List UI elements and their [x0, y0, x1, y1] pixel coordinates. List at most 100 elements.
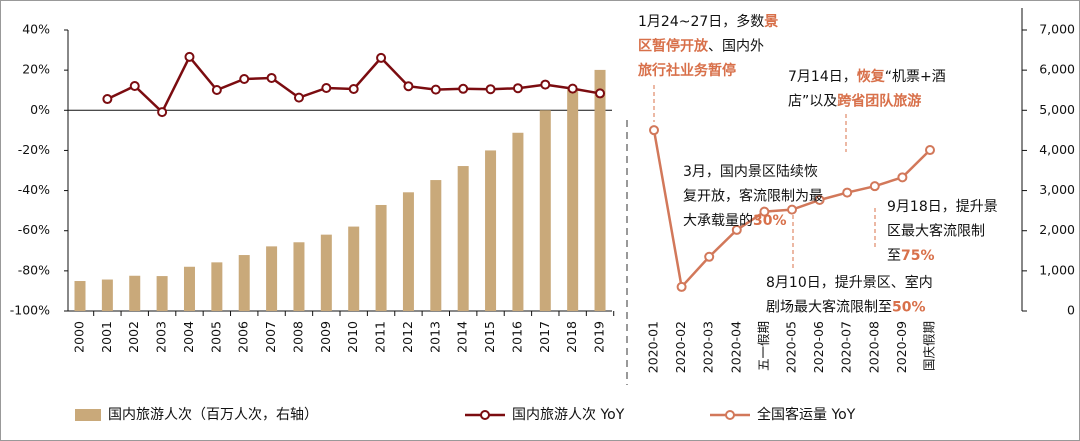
annotation: 8月10日，提升景区、室内 — [766, 274, 933, 291]
legend-label: 国内旅游人次 YoY — [512, 407, 625, 423]
bar — [430, 180, 442, 311]
x-tick-label: 2002 — [126, 321, 141, 353]
point — [759, 206, 770, 217]
point — [376, 52, 387, 63]
point — [676, 281, 687, 292]
point — [649, 125, 659, 136]
x-tick-label: 2020-09 — [894, 321, 909, 373]
annotation-part: 30% — [753, 213, 787, 229]
bar — [293, 242, 305, 311]
annotation: 店”以及跨省团队旅游 — [788, 93, 921, 110]
point — [458, 83, 469, 94]
annotation-part: 区最大客流限制 — [887, 223, 985, 240]
bar — [183, 266, 195, 311]
point — [897, 172, 908, 183]
y2-tick-label: 6,000 — [1039, 62, 1075, 77]
point — [157, 107, 168, 118]
y-tick-label: 20% — [22, 62, 50, 77]
legend-marker — [725, 410, 735, 420]
annotation: 7月14日，恢复“机票+酒 — [788, 68, 946, 85]
bar — [402, 192, 414, 311]
x-tick-label: 2001 — [99, 321, 114, 353]
y2-tick-label: 0 — [1067, 303, 1075, 318]
y-tick-label: -40% — [18, 182, 50, 197]
point — [403, 81, 414, 92]
x-tick-label: 2011 — [373, 321, 388, 353]
y2-tick-label: 2,000 — [1039, 222, 1075, 237]
annotation-part: 3月，国内景区陆续恢 — [683, 163, 818, 180]
point — [869, 181, 880, 192]
x-tick-label: 2020-08 — [866, 321, 881, 373]
point — [925, 145, 935, 156]
bar — [457, 166, 469, 311]
x-tick-label: 2004 — [181, 321, 196, 353]
bar — [485, 150, 497, 311]
legend-swatch — [75, 409, 101, 421]
annotation-part: 店”以及 — [788, 94, 837, 110]
x-tick-label: 2020-02 — [673, 321, 688, 373]
annotation-part: 景 — [764, 14, 778, 30]
annotation-part: “机票+酒 — [885, 69, 946, 85]
point — [814, 195, 825, 206]
bar — [266, 246, 278, 311]
x-tick-label: 2007 — [263, 321, 278, 353]
annotation: 至75% — [887, 248, 935, 264]
annotation-part: 恢复 — [857, 68, 886, 85]
x-tick-label: 2020-07 — [839, 321, 854, 373]
point — [485, 84, 496, 95]
legend-label: 全国客运量 YoY — [757, 406, 856, 423]
x-tick-label: 2000 — [72, 321, 87, 353]
y2-tick-label: 5,000 — [1039, 102, 1075, 117]
x-tick-label: 2013 — [427, 321, 442, 353]
x-tick-label: 2010 — [345, 321, 360, 353]
legend-marker — [480, 410, 490, 420]
point — [184, 51, 195, 62]
annotation-part: 剧场最大客流限制至 — [766, 299, 892, 316]
annotation-part: 75% — [901, 248, 935, 264]
bar — [348, 226, 360, 311]
point — [430, 84, 441, 95]
bar — [74, 281, 86, 311]
bar — [211, 262, 223, 311]
point — [787, 204, 797, 215]
annotation: 大承载量的30% — [683, 213, 787, 229]
x-tick-label: 2020-05 — [784, 321, 799, 373]
annotation-part: 、国内外 — [708, 39, 764, 55]
point — [321, 83, 332, 94]
legend-label: 国内旅游人次（百万人次，右轴） — [108, 407, 318, 423]
annotation-part: 区暂停开放 — [638, 38, 709, 55]
point — [239, 73, 250, 84]
x-tick-label: 2006 — [236, 321, 251, 353]
y-tick-label: -100% — [10, 303, 50, 318]
annotation: 区暂停开放、国内外 — [638, 38, 764, 55]
x-tick-label: 2017 — [537, 321, 552, 353]
bar — [156, 276, 168, 311]
bar — [129, 275, 141, 311]
x-tick-label: 2012 — [400, 321, 415, 353]
y-tick-label: 40% — [22, 22, 50, 37]
x-tick-label: 2003 — [154, 321, 169, 353]
point — [293, 92, 304, 103]
point — [211, 85, 222, 96]
annotation-part: 9月18日，提升景 — [887, 199, 998, 215]
annotation-part: 50% — [892, 300, 926, 316]
annotation-part: 8月10日，提升景区、室内 — [766, 274, 933, 291]
point — [731, 224, 742, 235]
x-tick-label: 2009 — [318, 321, 333, 353]
annotation: 9月18日，提升景 — [887, 199, 998, 215]
x-tick-label: 五一假期 — [756, 321, 771, 371]
annotation: 复开放，客流限制为最 — [683, 188, 823, 205]
point — [348, 84, 359, 95]
y-tick-label: -60% — [18, 222, 50, 237]
annotation: 剧场最大客流限制至50% — [766, 299, 926, 316]
x-tick-label: 2016 — [509, 321, 524, 353]
x-tick-label: 2005 — [208, 321, 223, 353]
x-tick-label: 2020-03 — [701, 321, 716, 373]
point — [567, 83, 578, 94]
x-tick-label: 2015 — [482, 321, 497, 353]
point — [512, 83, 523, 94]
annotation-part: 7月14日， — [788, 69, 857, 85]
point — [129, 80, 140, 91]
x-tick-label: 2008 — [290, 321, 305, 353]
